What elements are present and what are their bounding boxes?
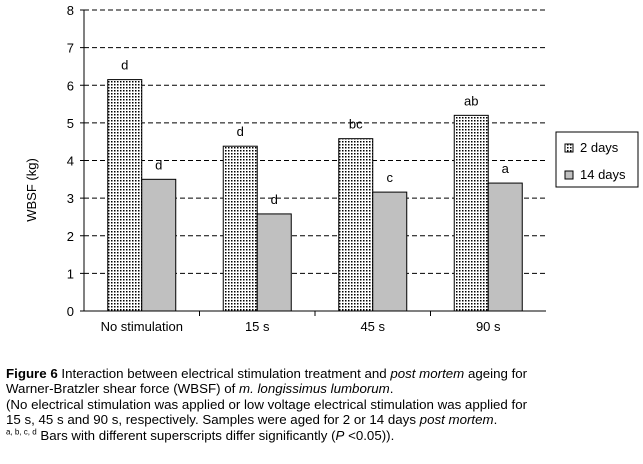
caption-line-1: Figure 6 Interaction between electrical … — [6, 366, 528, 381]
bar-14-days — [372, 191, 408, 312]
y-tick-label: 5 — [67, 116, 74, 131]
caption-line-3: (No electrical stimulation was applied o… — [6, 396, 528, 412]
bar-14-days — [487, 182, 523, 312]
y-axis-label: WBSF (kg) — [24, 158, 39, 222]
bar-2-days — [338, 138, 374, 312]
significance-letter: d — [271, 192, 278, 207]
bar-chart: d d d d bc c ab a 0 1 2 3 4 5 6 7 8 No stimulation 15 s 4… — [24, 3, 639, 334]
significance-letter: ab — [464, 93, 478, 108]
caption-line-5: a, b, c, d Bars with different superscri… — [6, 427, 395, 443]
bar-2-days — [107, 79, 143, 312]
x-tick-label: 90 s — [476, 319, 501, 334]
y-tick-label: 8 — [67, 3, 74, 18]
bar-letters: d d d d bc c ab a — [121, 58, 510, 207]
legend-swatch — [564, 170, 574, 180]
significance-letter: c — [387, 170, 394, 185]
caption-line-4: 15 s, 45 s and 90 s, respectively. Sampl… — [6, 412, 498, 428]
legend: 2 days 14 days — [555, 131, 639, 188]
y-tick-label: 4 — [67, 154, 74, 169]
x-tick-labels: No stimulation 15 s 45 s 90 s — [101, 319, 501, 334]
significance-letter: bc — [349, 117, 363, 132]
figure-caption: Figure 6 Interaction between electrical … — [6, 366, 638, 443]
figure-label: Figure 6 — [6, 366, 58, 381]
y-tick-label: 0 — [67, 304, 74, 319]
x-tick-label: 45 s — [360, 319, 385, 334]
significance-letter: d — [237, 124, 244, 139]
superscript-letters: a, b, c, d — [6, 427, 37, 437]
bars — [107, 79, 523, 312]
caption-line-2: Warner-Bratzler shear force (WBSF) of m.… — [6, 381, 394, 397]
legend-label: 2 days — [580, 140, 619, 155]
y-tick-label: 3 — [67, 191, 74, 206]
y-tick-label: 7 — [67, 41, 74, 56]
y-tick-label: 1 — [67, 266, 74, 281]
bar-2-days — [222, 145, 258, 312]
x-tick-label: No stimulation — [101, 319, 183, 334]
significance-letter: a — [502, 161, 510, 176]
y-tick-label: 6 — [67, 78, 74, 93]
bar-2-days — [453, 114, 489, 312]
legend-swatch — [564, 143, 574, 153]
y-tick-label: 2 — [67, 229, 74, 244]
bar-14-days — [256, 213, 292, 312]
significance-letter: d — [155, 157, 162, 172]
axes — [80, 9, 546, 316]
x-tick-label: 15 s — [245, 319, 270, 334]
y-tick-labels: 0 1 2 3 4 5 6 7 8 — [67, 3, 74, 319]
legend-label: 14 days — [580, 167, 626, 182]
bar-14-days — [141, 178, 177, 312]
significance-letter: d — [121, 58, 128, 73]
